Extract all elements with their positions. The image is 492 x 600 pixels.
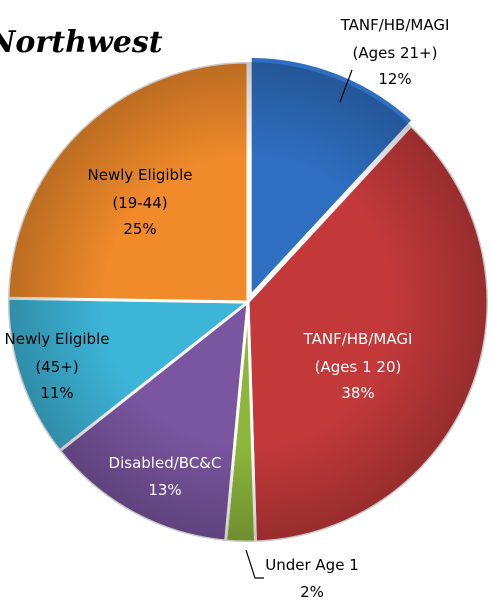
slice-label: Under Age 1	[265, 556, 359, 574]
value-label: 12%	[378, 70, 411, 88]
slice-label: Disabled/BC&C	[109, 454, 222, 472]
value-label: 25%	[123, 220, 156, 238]
leader-line	[339, 69, 353, 103]
value-label: 38%	[341, 384, 374, 402]
slice-label: Newly Eligible (45+)	[5, 330, 110, 376]
slice-label: Newly Eligible (19-44)	[88, 166, 193, 212]
slice-label: TANF/HB/MAGI (Ages 21+)	[340, 16, 450, 62]
value-label: 2%	[300, 583, 324, 600]
value-label: 11%	[40, 384, 73, 402]
slice-label: TANF/HB/MAGI (Ages 1 20)	[303, 330, 413, 376]
leader-line	[245, 549, 264, 579]
pie	[6, 54, 490, 544]
chart-title: Northwest	[0, 25, 163, 60]
value-label: 13%	[148, 481, 181, 499]
